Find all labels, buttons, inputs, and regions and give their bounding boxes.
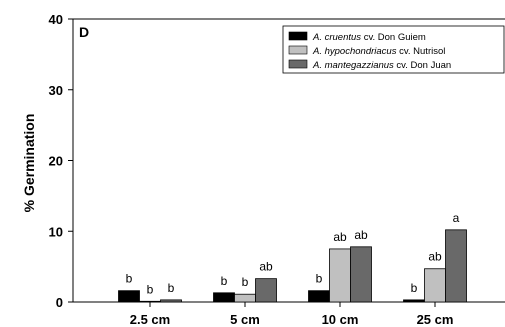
x-tick-label: 25 cm: [417, 312, 454, 327]
legend-entry: A. cruentus cv. Don Guiem: [312, 32, 426, 43]
legend-species: A. cruentus: [312, 32, 361, 43]
legend-entry: A. hypochondriacus cv. Nutrisol: [312, 46, 445, 57]
x-tick-label: 2.5 cm: [130, 312, 170, 327]
y-tick-label: 0: [56, 295, 63, 310]
y-tick-label: 10: [49, 224, 63, 239]
significance-label: b: [126, 272, 133, 286]
legend-swatch: [288, 45, 308, 55]
x-tick-label: 5 cm: [230, 312, 260, 327]
significance-label: ab: [259, 260, 273, 274]
x-tick-label: 10 cm: [322, 312, 359, 327]
bar: [424, 268, 446, 303]
bar: [445, 229, 467, 303]
legend-swatch: [288, 31, 308, 41]
legend-species: A. mantegazzianus: [312, 60, 394, 71]
legend-entry: A. mantegazzianus cv. Don Juan: [312, 60, 451, 71]
legend-species: A. hypochondriacus: [312, 46, 397, 57]
significance-label: b: [221, 274, 228, 288]
legend-box: [282, 25, 505, 74]
y-tick-label: 30: [49, 83, 63, 98]
bar: [350, 246, 372, 303]
bar: [160, 299, 182, 303]
significance-label: a: [453, 211, 460, 225]
significance-label: ab: [333, 230, 347, 244]
significance-label: b: [316, 272, 323, 286]
bar: [255, 278, 277, 303]
legend-cultivar: cv. Nutrisol: [396, 46, 445, 57]
bar: [403, 299, 425, 303]
y-tick-label: 40: [49, 12, 63, 27]
significance-label: ab: [428, 250, 442, 264]
legend-cultivar: cv. Don Juan: [394, 60, 451, 71]
significance-label: ab: [354, 228, 368, 242]
bar: [118, 290, 140, 303]
legend-cultivar: cv. Don Guiem: [361, 32, 426, 43]
panel-label: D: [79, 24, 89, 40]
bar: [308, 290, 330, 303]
significance-label: b: [411, 281, 418, 295]
significance-label: b: [147, 282, 154, 296]
significance-label: b: [242, 275, 249, 289]
significance-label: b: [168, 281, 175, 295]
legend: A. cruentus cv. Don Guiem A. hypochondria…: [282, 25, 505, 74]
y-tick-label: 20: [49, 154, 63, 169]
bar: [234, 293, 256, 303]
bar: [213, 292, 235, 303]
legend-swatch: [288, 59, 308, 69]
bar: [329, 248, 351, 303]
y-axis-label: % Germination: [21, 114, 37, 213]
bar: [139, 300, 161, 303]
